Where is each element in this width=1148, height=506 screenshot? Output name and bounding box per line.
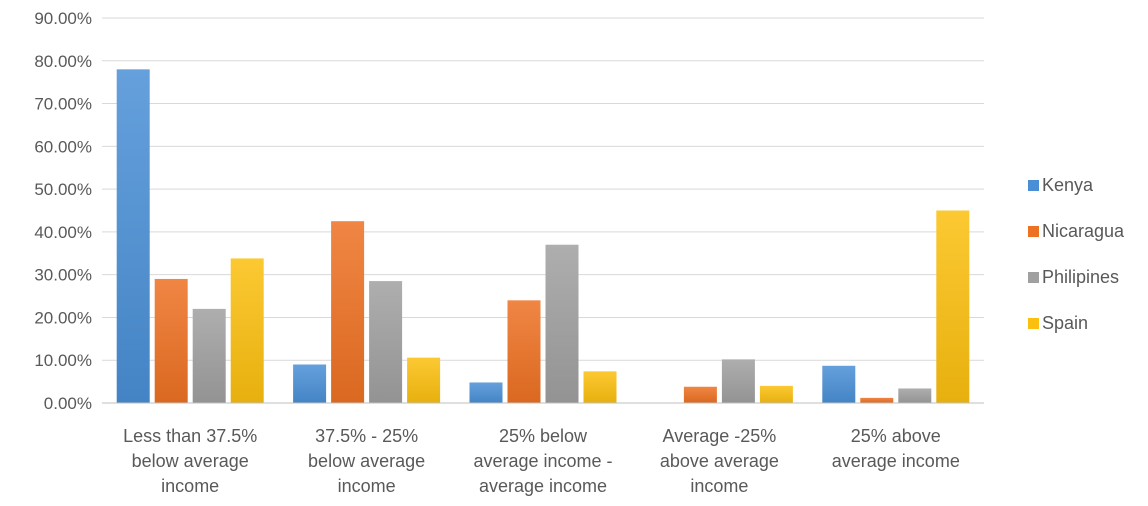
bar-philipines <box>192 308 226 403</box>
x-category-label-line: below average <box>132 451 249 471</box>
legend-swatch-spain <box>1028 318 1039 329</box>
y-tick-label: 80.00% <box>34 52 92 71</box>
legend-label: Nicaragua <box>1042 221 1125 241</box>
bars <box>116 69 970 403</box>
legend-label: Philipines <box>1042 267 1119 287</box>
bar-nicaragua <box>860 397 894 403</box>
bar-kenya <box>293 364 327 403</box>
bar-kenya <box>116 69 150 403</box>
bar-nicaragua <box>154 278 188 403</box>
bar-kenya <box>822 365 856 403</box>
y-tick-label: 50.00% <box>34 180 92 199</box>
legend-label: Kenya <box>1042 175 1094 195</box>
bar-spain <box>936 210 970 403</box>
x-category-label-line: above average <box>660 451 779 471</box>
bar-philipines <box>369 281 403 403</box>
y-tick-label: 20.00% <box>34 308 92 327</box>
legend-label: Spain <box>1042 313 1088 333</box>
x-category-label-line: 25% below <box>499 426 588 446</box>
bar-spain <box>759 385 793 403</box>
x-category-label: 37.5% - 25% below average income <box>308 426 425 496</box>
legend: Kenya Nicaragua Philipines Spain <box>1028 175 1125 333</box>
x-category-label: Less than 37.5% below average income <box>123 426 257 496</box>
x-category-label-line: below average <box>308 451 425 471</box>
x-category-label: 25% above average income <box>832 426 960 471</box>
x-category-label-line: average income <box>832 451 960 471</box>
x-category-label-line: average income - <box>473 451 612 471</box>
y-tick-label: 30.00% <box>34 266 92 285</box>
x-axis-category-labels: Less than 37.5% below average income37.5% … <box>123 426 960 496</box>
x-category-label-line: Less than 37.5% <box>123 426 257 446</box>
y-tick-label: 10.00% <box>34 351 92 370</box>
x-category-label-line: 37.5% - 25% <box>315 426 418 446</box>
y-tick-label: 70.00% <box>34 95 92 114</box>
bar-spain <box>583 371 617 403</box>
bar-nicaragua <box>683 386 717 403</box>
legend-swatch-philipines <box>1028 272 1039 283</box>
legend-swatch-nicaragua <box>1028 226 1039 237</box>
x-category-label-line: income <box>161 476 219 496</box>
bar-spain <box>230 258 264 403</box>
legend-swatch-kenya <box>1028 180 1039 191</box>
bar-spain <box>407 357 441 403</box>
x-category-label-line: average income <box>479 476 607 496</box>
bar-nicaragua <box>507 300 541 403</box>
y-axis-ticks: 0.00% 10.00% 20.00% 30.00% 40.00% 50.00% 60.00… <box>34 9 92 413</box>
bar-philipines <box>721 359 755 403</box>
x-category-label: 25% below average income - average income <box>473 426 612 496</box>
x-category-label-line: income <box>338 476 396 496</box>
bar-kenya <box>469 382 503 403</box>
bar-philipines <box>898 388 932 403</box>
x-category-label-line: Average -25% <box>663 426 777 446</box>
y-tick-label: 60.00% <box>34 137 92 156</box>
y-tick-label: 40.00% <box>34 223 92 242</box>
bar-philipines <box>545 244 579 403</box>
bar-nicaragua <box>331 221 365 403</box>
x-category-label-line: income <box>690 476 748 496</box>
x-category-label-line: 25% above <box>851 426 941 446</box>
y-tick-label: 0.00% <box>44 394 92 413</box>
x-category-label: Average -25% above average income <box>660 426 779 496</box>
y-tick-label: 90.00% <box>34 9 92 28</box>
